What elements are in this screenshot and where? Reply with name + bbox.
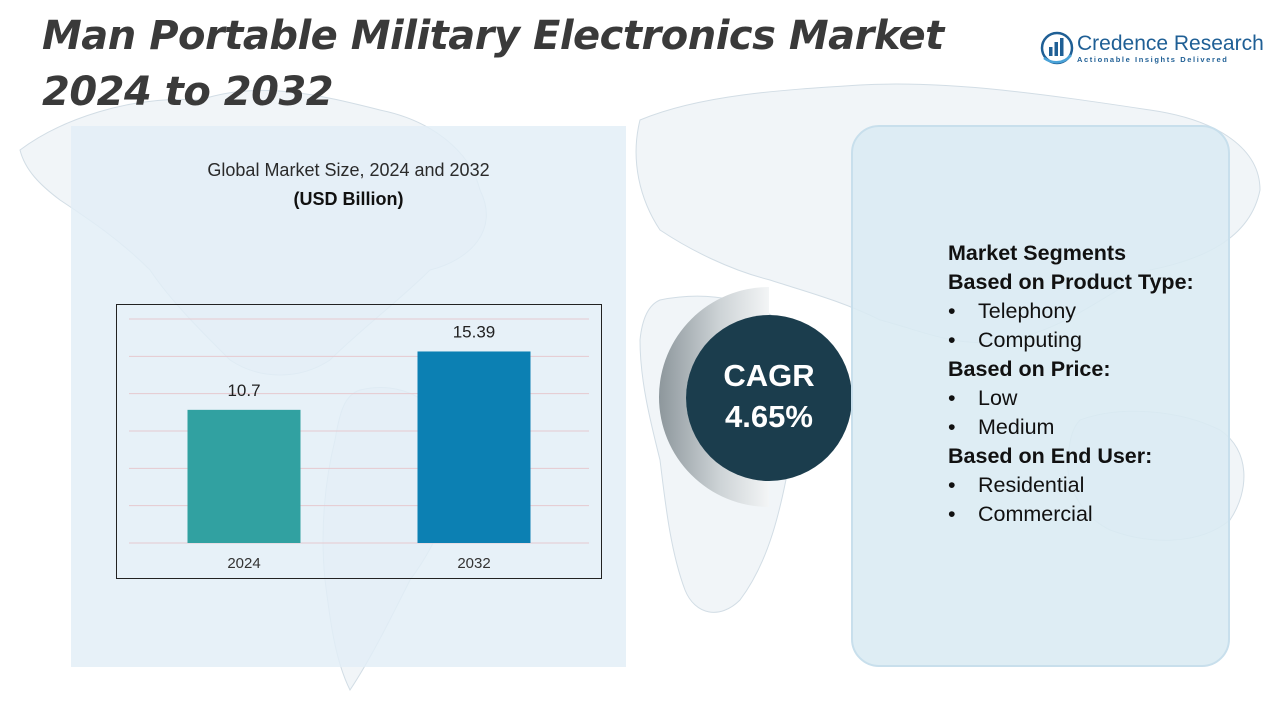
segment-heading-price: Based on Price:	[948, 357, 1111, 381]
segment-item: • Computing	[948, 326, 1228, 355]
segment-item-label: Residential	[978, 473, 1085, 497]
cagr-label: CAGR	[723, 358, 815, 393]
bar-chart-frame: 10.7 2024 15.39 2032	[116, 304, 602, 579]
bullet-icon: •	[948, 386, 956, 410]
segment-heading-end-user: Based on End User:	[948, 444, 1153, 468]
bullet-icon: •	[948, 502, 956, 526]
logo-name: Credence Research	[1077, 32, 1264, 55]
logo-tagline: Actionable Insights Delivered	[1077, 55, 1229, 64]
segment-item-label: Telephony	[978, 299, 1077, 323]
data-label-2032: 15.39	[453, 322, 496, 341]
cagr-ring	[659, 287, 769, 507]
bullet-icon: •	[948, 299, 956, 323]
cagr-circle: CAGR 4.65%	[686, 315, 852, 481]
segment-item: • Telephony	[948, 297, 1228, 326]
segment-item: • Medium	[948, 413, 1228, 442]
market-size-chart-panel: Global Market Size, 2024 and 2032 (USD B…	[71, 126, 626, 667]
bar-chart-logo-icon	[1040, 31, 1074, 65]
segment-item: • Residential	[948, 471, 1228, 500]
segment-heading-product-type: Based on Product Type:	[948, 270, 1194, 294]
chart-unit-label: (USD Billion)	[293, 189, 404, 209]
segment-item: • Low	[948, 384, 1228, 413]
credence-research-logo[interactable]: Credence Research Actionable Insights De…	[1040, 30, 1264, 70]
segments-list: Market Segments Based on Product Type: •…	[948, 239, 1228, 529]
segment-item-label: Medium	[978, 415, 1055, 439]
segments-title: Market Segments	[948, 241, 1127, 265]
bar-chart: 10.7 2024 15.39 2032	[129, 318, 589, 572]
segment-item-label: Computing	[978, 328, 1082, 352]
cagr-badge: CAGR 4.65%	[652, 285, 856, 509]
market-segments-panel: Market Segments Based on Product Type: •…	[851, 125, 1230, 667]
segment-item-label: Commercial	[978, 502, 1093, 526]
segment-item: • Commercial	[948, 500, 1228, 529]
bar-2024	[187, 409, 301, 543]
page-title: Man Portable Military Electronics Market…	[42, 13, 944, 115]
x-tick-label-2024: 2024	[227, 555, 260, 572]
bullet-icon: •	[948, 473, 956, 497]
chart-title: Global Market Size, 2024 and 2032	[207, 160, 490, 180]
cagr-value: 4.65%	[725, 399, 813, 434]
data-label-2024: 10.7	[227, 381, 260, 400]
segment-item-label: Low	[978, 386, 1018, 410]
bar-2032	[417, 351, 531, 543]
bullet-icon: •	[948, 328, 956, 352]
x-tick-label-2032: 2032	[457, 555, 490, 572]
bullet-icon: •	[948, 415, 956, 439]
